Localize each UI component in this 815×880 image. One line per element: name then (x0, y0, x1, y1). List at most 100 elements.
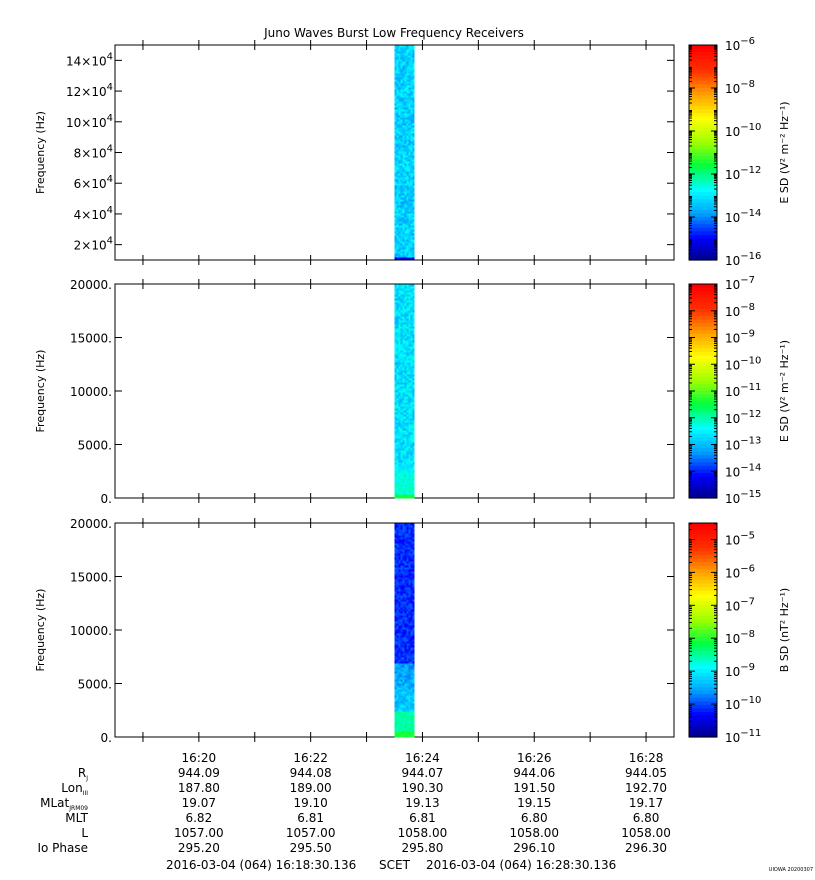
ephemeris-value: 1058.00 (621, 826, 671, 840)
heatmap-cell (402, 567, 405, 570)
heatmap-cell (394, 685, 397, 688)
heatmap-cell (412, 99, 415, 102)
heatmap-cell (412, 625, 415, 628)
heatmap-cell (402, 681, 405, 684)
heatmap-cell (396, 607, 399, 610)
heatmap-cell (410, 657, 413, 660)
heatmap-cell (406, 364, 409, 367)
heatmap-cell (398, 533, 401, 536)
heatmap-cell (408, 394, 411, 397)
heatmap-cell (396, 322, 399, 325)
colorbar-segment (689, 109, 717, 114)
heatmap-cell (400, 615, 403, 618)
heatmap-cell (396, 304, 399, 307)
heatmap-cell (410, 155, 413, 158)
heatmap-cell (394, 205, 397, 208)
heatmap-cell (394, 723, 397, 726)
x-tick-label: 16:26 (517, 751, 552, 765)
heatmap-cell (396, 589, 399, 592)
heatmap-cell (408, 490, 411, 493)
heatmap-cell (400, 587, 403, 590)
heatmap-cell (398, 97, 401, 100)
heatmap-cell (402, 320, 405, 323)
heatmap-cell (396, 432, 399, 435)
heatmap-cell (398, 330, 401, 333)
heatmap-cell (406, 641, 409, 644)
heatmap-cell (396, 47, 399, 50)
heatmap-cell (400, 99, 403, 102)
heatmap-cell (410, 731, 413, 734)
heatmap-cell (404, 145, 407, 148)
colorbar-segment (689, 583, 717, 588)
heatmap-cell (404, 539, 407, 542)
heatmap-cell (400, 135, 403, 138)
heatmap-cell (410, 396, 413, 399)
colorbar-segment (689, 213, 717, 218)
heatmap-cell (396, 161, 399, 164)
heatmap-cell (406, 322, 409, 325)
heatmap-cell (394, 103, 397, 106)
heatmap-cell (412, 85, 415, 88)
heatmap-cell (400, 545, 403, 548)
heatmap-cell (404, 79, 407, 82)
heatmap-cell (396, 153, 399, 156)
heatmap-cell (394, 436, 397, 439)
heatmap-cell (410, 137, 413, 140)
heatmap-cell (406, 380, 409, 383)
heatmap-cell (404, 207, 407, 210)
heatmap-cell (402, 527, 405, 530)
heatmap-cell (398, 410, 401, 413)
colorbar-segment (689, 704, 717, 710)
heatmap-cell (394, 725, 397, 728)
heatmap-cell (412, 257, 415, 260)
heatmap-cell (412, 115, 415, 118)
heatmap-cell (394, 69, 397, 72)
heatmap-cell (410, 322, 413, 325)
heatmap-cell (410, 111, 413, 114)
heatmap-cell (396, 649, 399, 652)
heatmap-cell (394, 623, 397, 626)
heatmap-cell (396, 364, 399, 367)
heatmap-cell (408, 585, 411, 588)
heatmap-cell (404, 697, 407, 700)
heatmap-cell (398, 675, 401, 678)
heatmap-cell (400, 484, 403, 487)
heatmap-cell (396, 243, 399, 246)
heatmap-cell (398, 61, 401, 64)
colorbar-segment (689, 138, 717, 143)
heatmap-cell (396, 577, 399, 580)
heatmap-cell (406, 133, 409, 136)
colorbar-segment (689, 662, 717, 667)
heatmap-cell (402, 99, 405, 102)
heatmap-cell (410, 637, 413, 640)
heatmap-cell (410, 354, 413, 357)
heatmap-cell (408, 308, 411, 311)
heatmap-cell (408, 579, 411, 582)
heatmap-cell (394, 203, 397, 206)
heatmap-cell (408, 587, 411, 590)
heatmap-cell (406, 253, 409, 256)
heatmap-cell (394, 539, 397, 542)
heatmap-cell (412, 223, 415, 226)
heatmap-cell (402, 418, 405, 421)
heatmap-cell (400, 557, 403, 560)
heatmap-cell (394, 400, 397, 403)
heatmap-cell (400, 537, 403, 540)
heatmap-cell (404, 340, 407, 343)
heatmap-cell (402, 637, 405, 640)
heatmap-cell (410, 71, 413, 74)
heatmap-cell (402, 416, 405, 419)
heatmap-cell (396, 615, 399, 618)
heatmap-cell (398, 563, 401, 566)
heatmap-cell (402, 697, 405, 700)
heatmap-cell (412, 693, 415, 696)
heatmap-cell (408, 173, 411, 176)
heatmap-cell (404, 709, 407, 712)
heatmap-cell (408, 292, 411, 295)
heatmap-cell (396, 665, 399, 668)
heatmap-cell (402, 450, 405, 453)
heatmap-cell (400, 675, 403, 678)
heatmap-cell (400, 603, 403, 606)
heatmap-cell (394, 175, 397, 178)
heatmap-cell (398, 247, 401, 250)
